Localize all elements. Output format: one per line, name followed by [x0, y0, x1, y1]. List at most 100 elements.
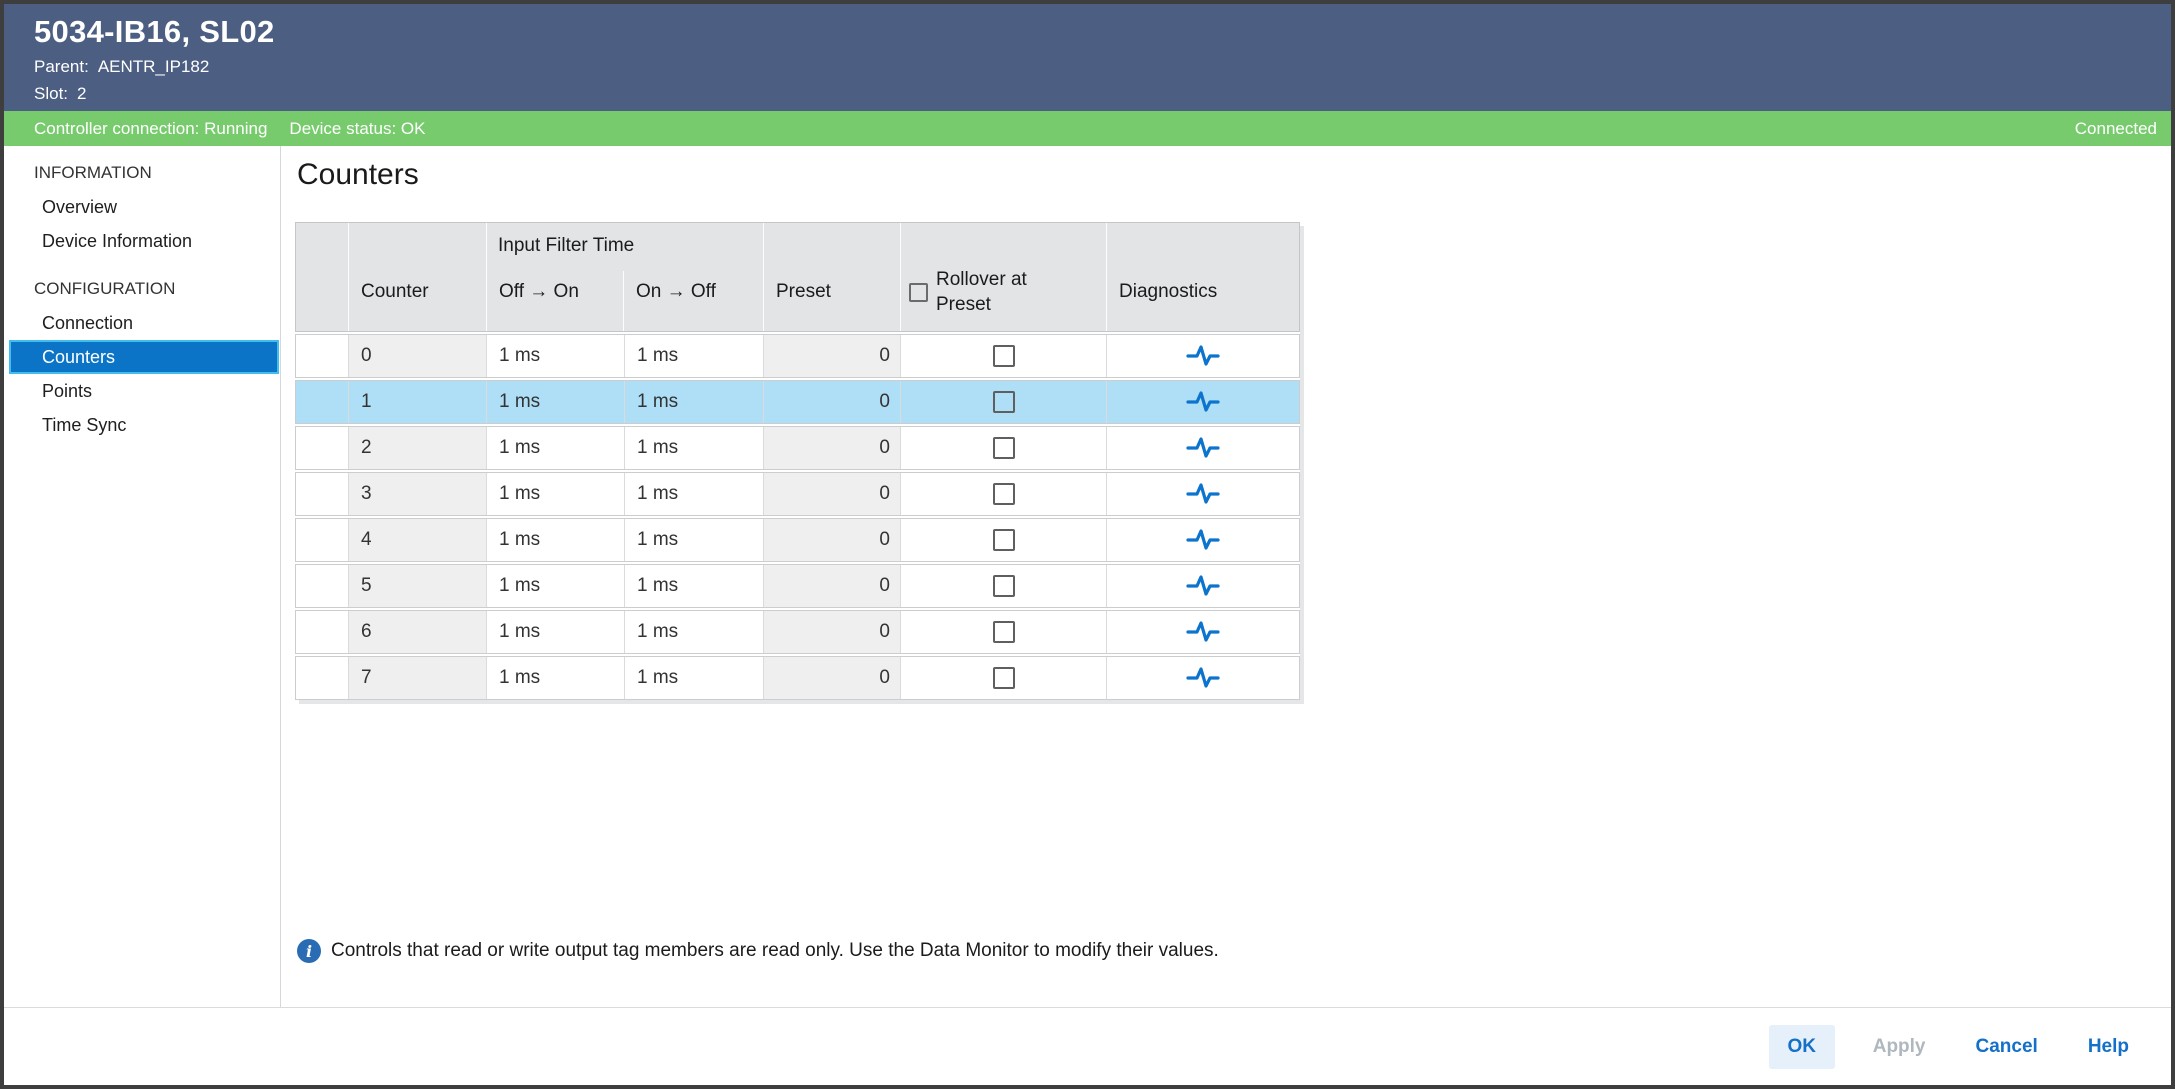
counter-cell[interactable]: 5: [348, 565, 486, 607]
main-panel: Counters Input Filter Time Counter Off →…: [282, 146, 2171, 1007]
diagnostics-pulse-icon[interactable]: [1185, 526, 1221, 554]
rollover-checkbox[interactable]: [993, 437, 1015, 459]
diagnostics-pulse-icon[interactable]: [1185, 618, 1221, 646]
row-selector[interactable]: [296, 381, 348, 423]
diagnostics-pulse-icon[interactable]: [1185, 572, 1221, 600]
diagnostics-cell: [1106, 335, 1299, 377]
cancel-button[interactable]: Cancel: [1964, 1025, 2050, 1069]
sidebar-item-connection[interactable]: Connection: [4, 306, 280, 340]
row-selector[interactable]: [296, 335, 348, 377]
diagnostics-cell: [1106, 519, 1299, 561]
off-on-filter-cell[interactable]: 1 ms: [486, 427, 624, 469]
rollover-checkbox[interactable]: [993, 575, 1015, 597]
column-header-off-on: Off → On: [486, 223, 624, 331]
preset-cell[interactable]: 0: [763, 611, 900, 653]
sidebar-item-time-sync[interactable]: Time Sync: [4, 408, 280, 442]
row-selector[interactable]: [296, 427, 348, 469]
table-row[interactable]: 51 ms1 ms0: [295, 564, 1300, 608]
sidebar-item-device-information[interactable]: Device Information: [4, 224, 280, 258]
info-icon: i: [297, 939, 321, 963]
off-on-filter-cell[interactable]: 1 ms: [486, 611, 624, 653]
table-row[interactable]: 11 ms1 ms0: [295, 380, 1300, 424]
rollover-checkbox[interactable]: [993, 529, 1015, 551]
on-off-filter-cell[interactable]: 1 ms: [624, 473, 763, 515]
on-off-filter-cell[interactable]: 1 ms: [624, 611, 763, 653]
off-on-filter-cell[interactable]: 1 ms: [486, 335, 624, 377]
table-row[interactable]: 21 ms1 ms0: [295, 426, 1300, 470]
preset-cell[interactable]: 0: [763, 565, 900, 607]
rollover-checkbox[interactable]: [993, 345, 1015, 367]
rollover-checkbox[interactable]: [993, 483, 1015, 505]
preset-cell[interactable]: 0: [763, 519, 900, 561]
column-header-counter: Counter: [348, 223, 486, 331]
rollover-checkbox[interactable]: [993, 621, 1015, 643]
help-button[interactable]: Help: [2076, 1025, 2141, 1069]
rollover-cell: [900, 611, 1106, 653]
sidebar-item-counters[interactable]: Counters: [9, 340, 279, 374]
row-selector[interactable]: [296, 565, 348, 607]
on-off-filter-cell[interactable]: 1 ms: [624, 657, 763, 699]
ok-button[interactable]: OK: [1769, 1025, 1835, 1069]
on-off-filter-cell[interactable]: 1 ms: [624, 427, 763, 469]
connection-state-badge: Connected: [2075, 119, 2157, 139]
off-on-filter-cell[interactable]: 1 ms: [486, 657, 624, 699]
sidebar-section-header: INFORMATION: [4, 156, 280, 190]
titlebar: 5034-IB16, SL02 Parent:AENTR_IP182 Slot:…: [4, 4, 2171, 111]
preset-cell[interactable]: 0: [763, 473, 900, 515]
on-off-filter-cell[interactable]: 1 ms: [624, 519, 763, 561]
column-header-on-off: On → Off: [624, 223, 763, 331]
diagnostics-pulse-icon[interactable]: [1185, 664, 1221, 692]
rollover-checkbox[interactable]: [993, 391, 1015, 413]
slot-value: 2: [77, 84, 86, 103]
sidebar-item-overview[interactable]: Overview: [4, 190, 280, 224]
diagnostics-pulse-icon[interactable]: [1185, 480, 1221, 508]
counter-cell[interactable]: 6: [348, 611, 486, 653]
counters-table-body: 01 ms1 ms011 ms1 ms021 ms1 ms031 ms1 ms0…: [295, 334, 1300, 700]
apply-button[interactable]: Apply: [1861, 1025, 1938, 1069]
off-on-filter-cell[interactable]: 1 ms: [486, 381, 624, 423]
rollover-all-checkbox[interactable]: [909, 283, 928, 302]
parent-value: AENTR_IP182: [98, 57, 210, 76]
diagnostics-pulse-icon[interactable]: [1185, 388, 1221, 416]
on-off-filter-cell[interactable]: 1 ms: [624, 565, 763, 607]
device-profile-window: 5034-IB16, SL02 Parent:AENTR_IP182 Slot:…: [0, 0, 2175, 1089]
preset-cell[interactable]: 0: [763, 381, 900, 423]
preset-cell[interactable]: 0: [763, 657, 900, 699]
rollover-cell: [900, 381, 1106, 423]
row-selector[interactable]: [296, 473, 348, 515]
sidebar-item-points[interactable]: Points: [4, 374, 280, 408]
table-row[interactable]: 71 ms1 ms0: [295, 656, 1300, 700]
diagnostics-cell: [1106, 565, 1299, 607]
diagnostics-pulse-icon[interactable]: [1185, 342, 1221, 370]
row-selector[interactable]: [296, 657, 348, 699]
counter-cell[interactable]: 0: [348, 335, 486, 377]
off-on-filter-cell[interactable]: 1 ms: [486, 519, 624, 561]
column-header-rollover-label: Rollover at Preset: [936, 267, 1061, 317]
footer-button-bar: OK Apply Cancel Help: [4, 1007, 2171, 1085]
table-row[interactable]: 61 ms1 ms0: [295, 610, 1300, 654]
counter-cell[interactable]: 4: [348, 519, 486, 561]
counter-cell[interactable]: 7: [348, 657, 486, 699]
column-header-selector: [296, 223, 348, 331]
preset-cell[interactable]: 0: [763, 335, 900, 377]
diagnostics-pulse-icon[interactable]: [1185, 434, 1221, 462]
diagnostics-cell: [1106, 427, 1299, 469]
on-off-filter-cell[interactable]: 1 ms: [624, 335, 763, 377]
counter-cell[interactable]: 1: [348, 381, 486, 423]
info-note: i Controls that read or write output tag…: [297, 939, 1219, 963]
rollover-cell: [900, 565, 1106, 607]
row-selector[interactable]: [296, 519, 348, 561]
diagnostics-cell: [1106, 473, 1299, 515]
table-row[interactable]: 31 ms1 ms0: [295, 472, 1300, 516]
on-off-filter-cell[interactable]: 1 ms: [624, 381, 763, 423]
off-on-filter-cell[interactable]: 1 ms: [486, 565, 624, 607]
table-row[interactable]: 01 ms1 ms0: [295, 334, 1300, 378]
rollover-checkbox[interactable]: [993, 667, 1015, 689]
off-on-filter-cell[interactable]: 1 ms: [486, 473, 624, 515]
page-title: Counters: [297, 158, 419, 192]
preset-cell[interactable]: 0: [763, 427, 900, 469]
row-selector[interactable]: [296, 611, 348, 653]
counter-cell[interactable]: 3: [348, 473, 486, 515]
counter-cell[interactable]: 2: [348, 427, 486, 469]
table-row[interactable]: 41 ms1 ms0: [295, 518, 1300, 562]
